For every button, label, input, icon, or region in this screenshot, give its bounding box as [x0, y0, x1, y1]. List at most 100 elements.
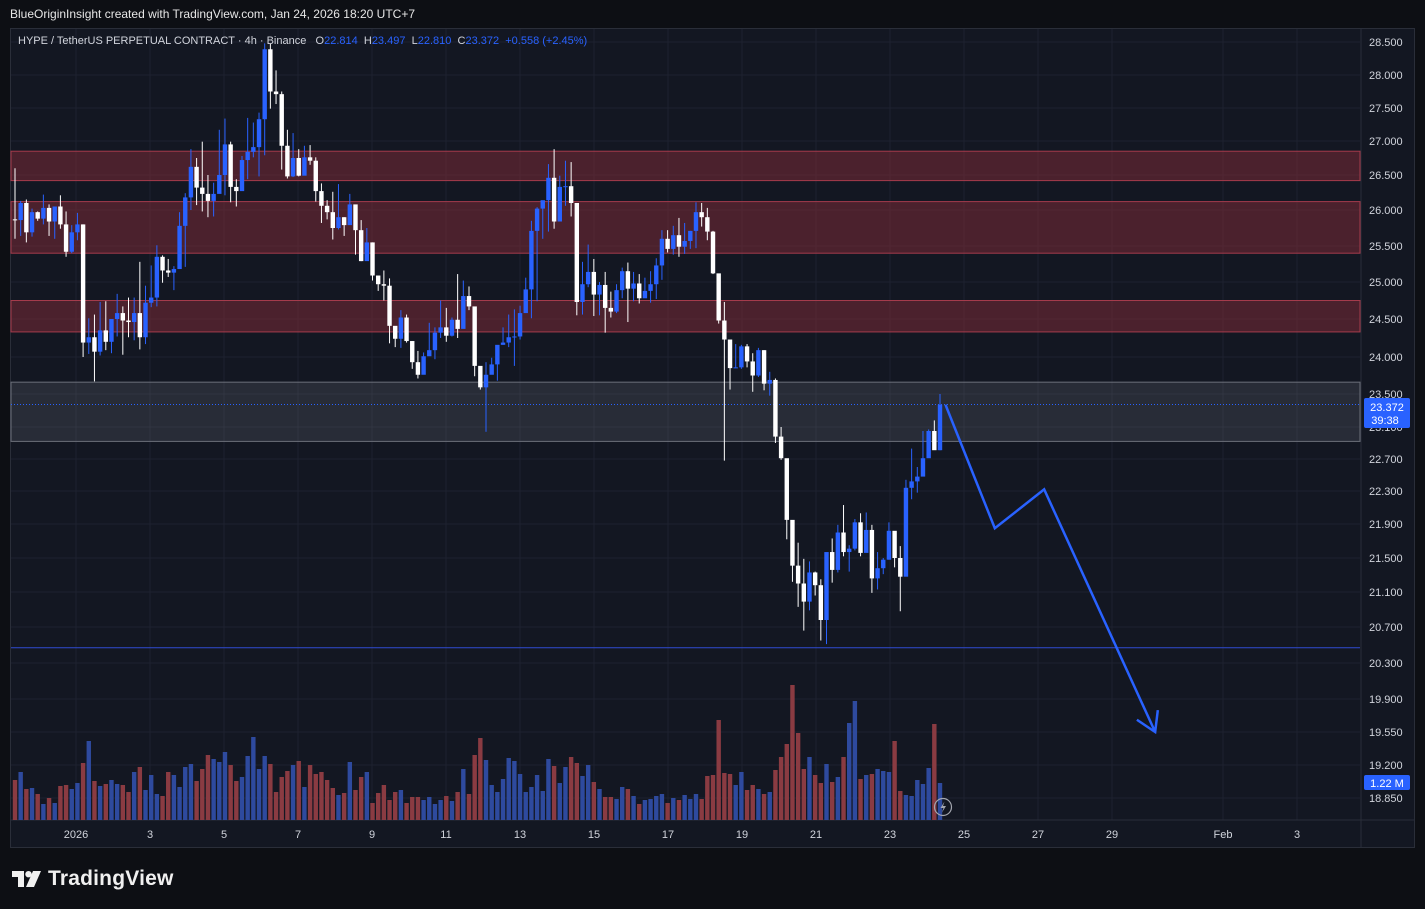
candle-body: [188, 166, 194, 198]
volume-bar: [222, 752, 228, 820]
candle-body: [307, 157, 313, 161]
volume-bar: [688, 799, 693, 820]
low-value: 22.810: [417, 35, 452, 47]
candle-body: [211, 193, 216, 201]
candle-body: [761, 350, 767, 384]
volume-bar: [784, 744, 789, 820]
candle-body: [881, 559, 886, 569]
candle-body: [705, 217, 710, 232]
y-tick-label: 24.000: [1369, 352, 1403, 364]
candle-body: [784, 458, 789, 520]
candle-body: [523, 289, 528, 314]
volume-bar: [171, 775, 177, 820]
volume-bar: [228, 765, 233, 820]
volume-bar: [546, 759, 551, 820]
candle-body: [472, 306, 477, 366]
candle-body: [534, 208, 540, 231]
volume-bar: [421, 800, 426, 820]
y-tick-label: 28.000: [1369, 70, 1403, 82]
candle-body: [336, 217, 341, 228]
open-value: 22.814: [324, 35, 358, 47]
y-tick-label: 19.200: [1369, 760, 1403, 772]
volume-bar: [937, 783, 943, 820]
tradingview-logo-icon: [12, 871, 41, 887]
volume-bar: [478, 738, 483, 820]
candle-body: [869, 529, 875, 579]
y-tick-label: 22.700: [1369, 454, 1403, 466]
lightning-icon[interactable]: [933, 797, 953, 817]
candle-body: [744, 346, 750, 362]
volume-bar: [648, 799, 653, 820]
candle-body: [12, 219, 18, 221]
volume-bar: [733, 785, 738, 820]
candle-body: [387, 285, 392, 326]
candle-body: [239, 160, 245, 192]
volume-bar: [534, 775, 540, 820]
candle-body: [63, 224, 69, 252]
symbol-legend[interactable]: HYPE / TetherUS PERPETUAL CONTRACT · 4h …: [18, 35, 587, 47]
volume-bar: [415, 797, 421, 820]
y-tick-label: 21.900: [1369, 519, 1403, 531]
volume-bar: [410, 797, 415, 820]
candle-body: [143, 302, 148, 338]
candle-body: [602, 284, 608, 308]
volume-bar: [540, 791, 545, 820]
volume-bar: [795, 733, 801, 820]
candle-body: [778, 436, 784, 459]
tradingview-brand[interactable]: TradingView: [12, 867, 174, 890]
candle-body: [58, 206, 63, 225]
volume-bar: [148, 775, 154, 820]
volume-bar: [801, 769, 807, 820]
candle-body: [568, 186, 574, 203]
candle-body: [500, 342, 506, 345]
candle-body: [290, 158, 296, 177]
volume-bar: [659, 794, 665, 820]
candle-body: [563, 186, 568, 188]
high-value: 23.497: [371, 35, 406, 47]
volume-bar: [495, 792, 500, 820]
candle-body: [69, 232, 74, 252]
candle-body: [909, 481, 914, 488]
volume-bar: [80, 763, 86, 820]
volume-bar: [699, 799, 704, 820]
volume-bar: [12, 780, 18, 820]
volume-bar: [296, 761, 301, 820]
candle-body: [926, 431, 931, 459]
candle-body: [18, 203, 23, 221]
x-tick-label: 25: [958, 829, 970, 841]
candle-body: [75, 224, 80, 233]
low-label: L: [411, 35, 418, 47]
candle-body: [461, 296, 466, 329]
volume-bar: [200, 769, 205, 820]
volume-bar: [268, 764, 273, 820]
candle-body: [614, 290, 619, 312]
volume-bar: [205, 755, 211, 820]
candle-body: [86, 337, 91, 343]
candle-body: [625, 271, 631, 289]
volume-bar: [489, 785, 494, 820]
price-axis[interactable]: 28.500 28.000 27.500 27.000 26.500 26.000 25.5…: [1369, 37, 1403, 805]
y-tick-label: 20.300: [1369, 658, 1403, 670]
resistance-zone: [10, 150, 1361, 182]
candle-body: [160, 256, 165, 271]
time-axis[interactable]: 2026 3 5 7 9 11 13 15 17 19 21 23 25 27 29 Feb 3: [64, 829, 1300, 841]
y-tick-label: 19.550: [1369, 727, 1403, 739]
volume-bar: [262, 756, 267, 820]
x-tick-label: 3: [147, 829, 153, 841]
attribution-text: BlueOriginInsight created with TradingVi…: [10, 7, 416, 21]
candle-body: [892, 530, 897, 558]
candle-body: [864, 529, 869, 553]
volume-bar: [58, 786, 63, 820]
volume-bar: [750, 785, 755, 820]
volume-bar: [761, 794, 767, 820]
candle-body: [415, 362, 421, 375]
volume-bar: [166, 772, 171, 820]
y-tick-label: 27.500: [1369, 103, 1403, 115]
volume-bar: [114, 784, 120, 820]
volume-bar: [92, 781, 97, 820]
x-tick-label: 11: [440, 829, 451, 841]
volume-bars: [12, 685, 943, 820]
candle-body: [512, 336, 517, 338]
volume-bar: [881, 771, 886, 820]
